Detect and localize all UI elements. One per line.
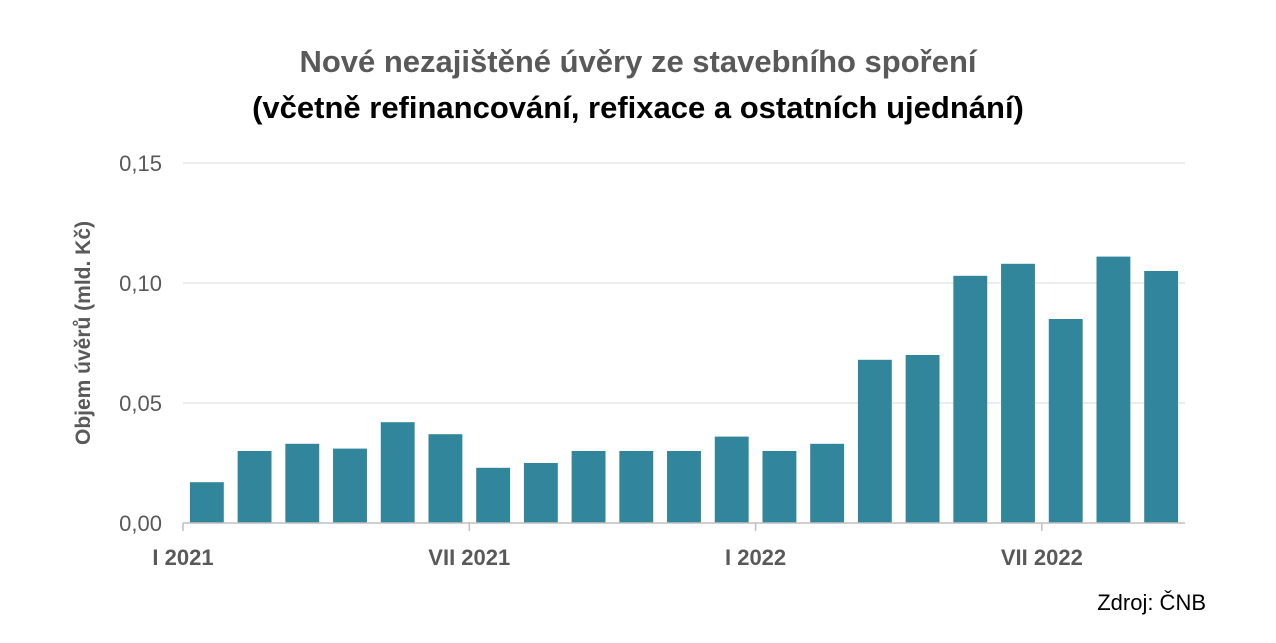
bar [237,451,272,523]
bar [1001,263,1035,523]
bars [189,256,1179,523]
y-tick-label: 0,10 [119,271,162,296]
chart-title: Nové nezajištěné úvěry ze stavebního spo… [299,44,977,79]
x-tick-label: VII 2021 [428,545,510,570]
y-tick-label: 0,00 [119,511,162,536]
bar [619,451,654,523]
bar [953,275,988,523]
bar [333,448,367,523]
bar [714,436,749,523]
bar [1096,256,1131,523]
bar [476,467,511,523]
bar [1144,271,1179,523]
bar [380,422,415,523]
bar [1048,319,1083,523]
chart-subtitle: (včetně refinancování, refixace a ostatn… [252,90,1024,125]
source-note: Zdroj: ČNB [1097,590,1206,615]
bar [189,482,224,523]
bar [857,359,892,523]
y-axis-ticks: 0,00 0,05 0,10 0,15 [119,151,162,536]
y-axis-label: Objem úvěrů (mld. Kč) [72,221,95,445]
bar [571,451,606,523]
x-tick-label: I 2021 [152,545,213,570]
bar [428,434,463,523]
bar [285,443,320,523]
bar [667,451,701,523]
y-tick-label: 0,05 [119,391,162,416]
bar [762,451,797,523]
bar [523,463,558,523]
bar [905,355,940,523]
bar [810,443,845,523]
y-tick-label: 0,15 [119,151,162,176]
x-tick-label: VII 2022 [1001,545,1083,570]
x-axis: I 2021 VII 2021 I 2022 VII 2022 [152,522,1185,570]
x-tick-label: I 2022 [725,545,786,570]
